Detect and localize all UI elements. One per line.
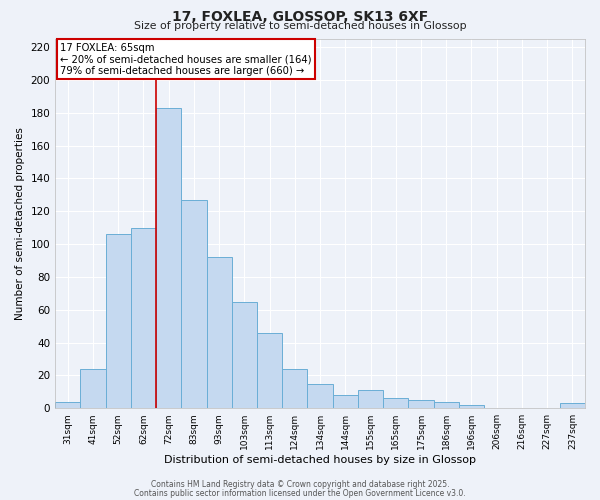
Bar: [434, 402, 459, 408]
Bar: [257, 332, 282, 408]
Bar: [332, 395, 358, 408]
Bar: [383, 398, 409, 408]
Text: Contains public sector information licensed under the Open Government Licence v3: Contains public sector information licen…: [134, 488, 466, 498]
X-axis label: Distribution of semi-detached houses by size in Glossop: Distribution of semi-detached houses by …: [164, 455, 476, 465]
Bar: [358, 390, 383, 408]
Text: Size of property relative to semi-detached houses in Glossop: Size of property relative to semi-detach…: [134, 21, 466, 31]
Bar: [106, 234, 131, 408]
Bar: [55, 402, 80, 408]
Bar: [232, 302, 257, 408]
Bar: [206, 257, 232, 408]
Text: 17, FOXLEA, GLOSSOP, SK13 6XF: 17, FOXLEA, GLOSSOP, SK13 6XF: [172, 10, 428, 24]
Bar: [181, 200, 206, 408]
Y-axis label: Number of semi-detached properties: Number of semi-detached properties: [15, 127, 25, 320]
Text: Contains HM Land Registry data © Crown copyright and database right 2025.: Contains HM Land Registry data © Crown c…: [151, 480, 449, 489]
Bar: [409, 400, 434, 408]
Bar: [307, 384, 332, 408]
Text: 17 FOXLEA: 65sqm
← 20% of semi-detached houses are smaller (164)
79% of semi-det: 17 FOXLEA: 65sqm ← 20% of semi-detached …: [61, 42, 312, 76]
Bar: [131, 228, 156, 408]
Bar: [282, 369, 307, 408]
Bar: [459, 405, 484, 408]
Bar: [156, 108, 181, 408]
Bar: [560, 404, 585, 408]
Bar: [80, 369, 106, 408]
